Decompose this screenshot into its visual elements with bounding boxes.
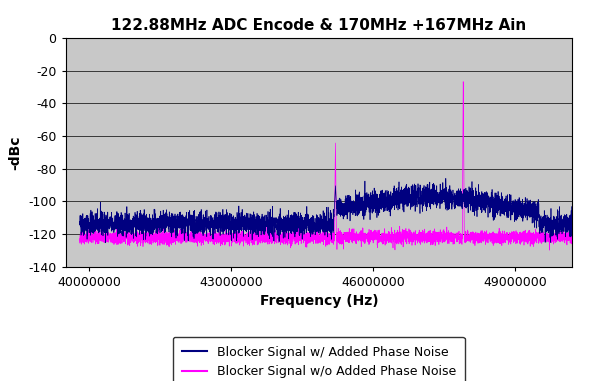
Title: 122.88MHz ADC Encode & 170MHz +167MHz Ain: 122.88MHz ADC Encode & 170MHz +167MHz Ai… bbox=[111, 18, 526, 33]
Y-axis label: -dBc: -dBc bbox=[8, 135, 23, 170]
Legend: Blocker Signal w/ Added Phase Noise, Blocker Signal w/o Added Phase Noise: Blocker Signal w/ Added Phase Noise, Blo… bbox=[173, 337, 465, 381]
X-axis label: Frequency (Hz): Frequency (Hz) bbox=[259, 294, 378, 308]
